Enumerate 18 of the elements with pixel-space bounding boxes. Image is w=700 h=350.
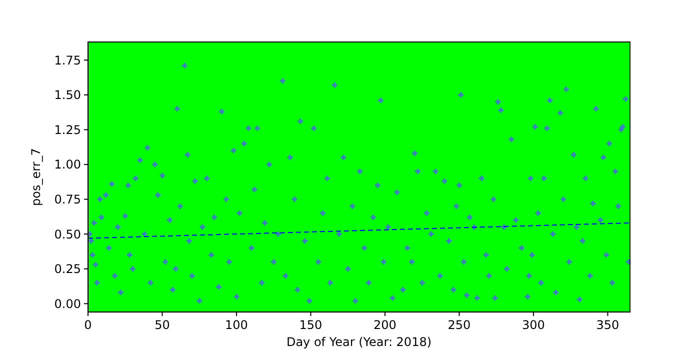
x-tick-label: 250 — [448, 318, 471, 332]
y-tick-label: 1.50 — [54, 88, 81, 102]
y-tick-label: 1.75 — [54, 53, 81, 68]
x-tick-label: 0 — [84, 318, 92, 332]
x-tick-label: 200 — [374, 318, 396, 332]
y-tick-label: 0.75 — [54, 192, 81, 206]
y-tick-label: 0.50 — [54, 227, 81, 242]
y-tick-label: 0.00 — [54, 296, 81, 311]
y-tick-label: 0.25 — [54, 262, 81, 276]
x-tick-label: 50 — [154, 318, 170, 332]
x-tick-label: 300 — [522, 318, 545, 332]
y-axis-title: pos_err_7 — [29, 148, 43, 206]
x-tick-label: 350 — [596, 318, 620, 332]
y-tick-label: 1.25 — [54, 122, 81, 137]
y-tick-label: 1.00 — [54, 158, 81, 172]
x-axis-title: Day of Year (Year: 2018) — [286, 335, 432, 349]
x-tick-label: 100 — [225, 318, 248, 332]
x-tick-label: 150 — [299, 318, 322, 332]
